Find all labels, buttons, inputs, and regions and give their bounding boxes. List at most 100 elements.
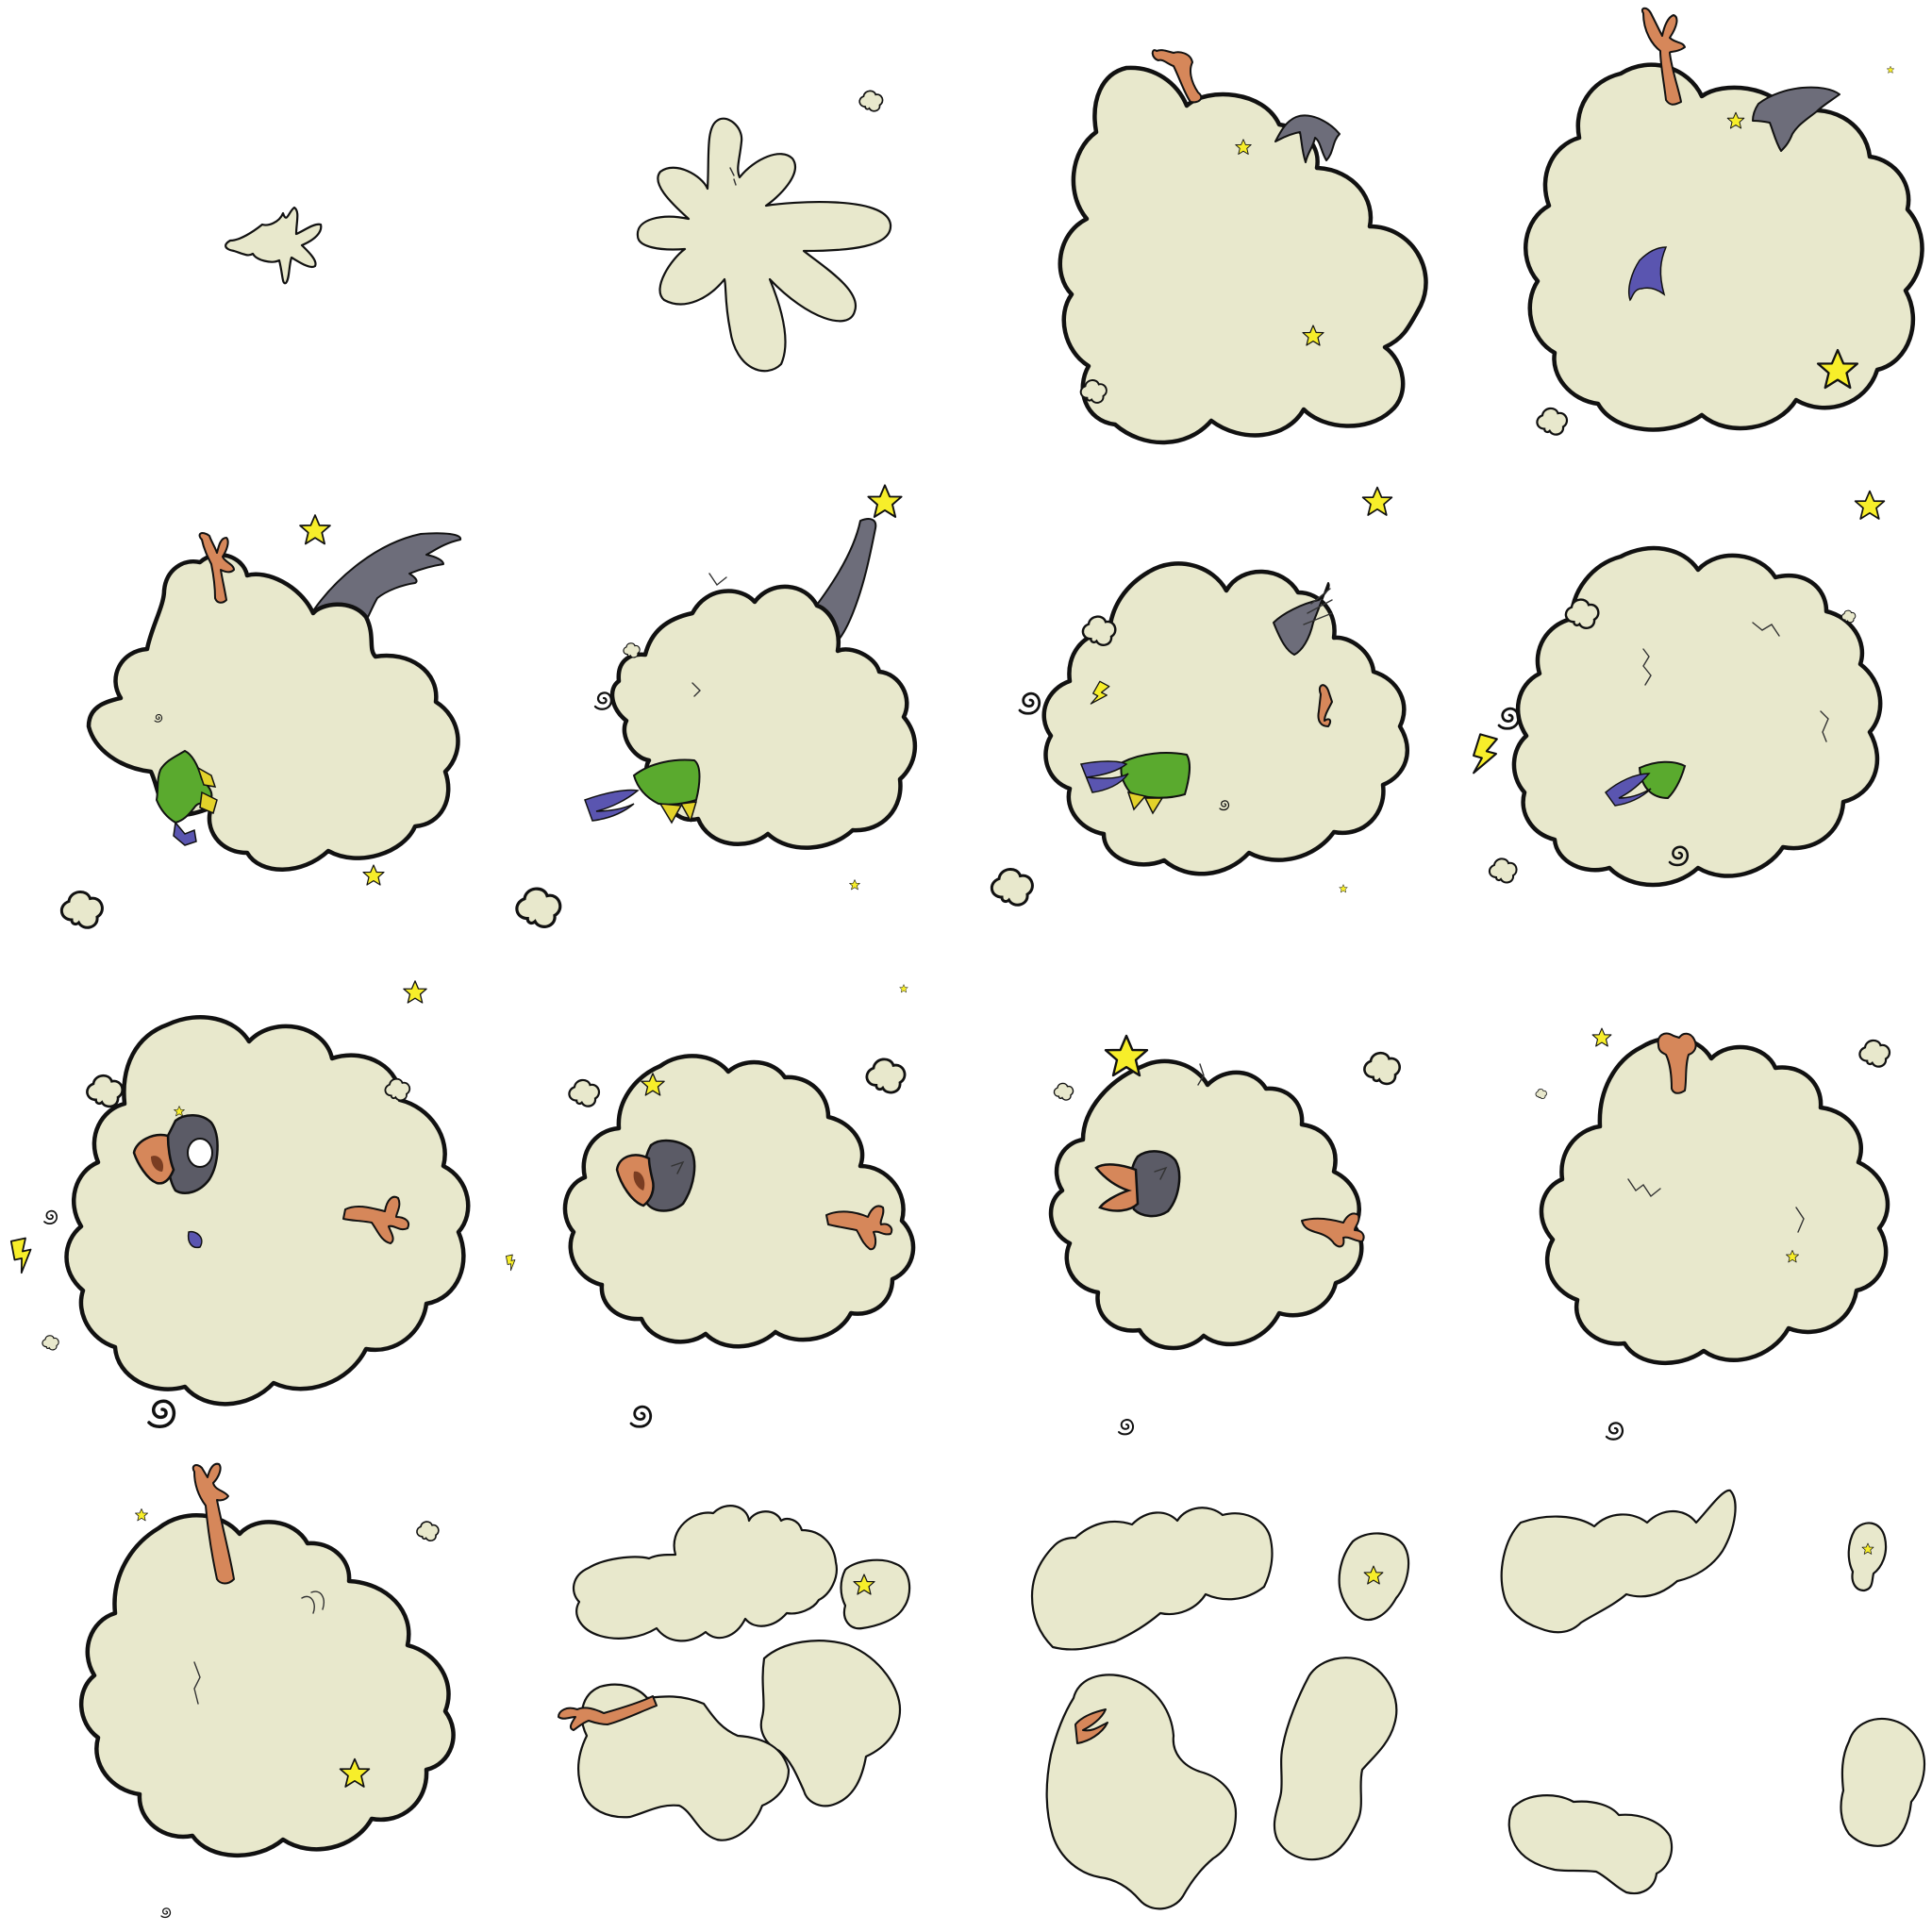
dispersing-cloud: [840, 1558, 911, 1630]
dispersing-cloud: [1273, 1657, 1398, 1861]
small-star: [849, 879, 860, 891]
bird-leg: [1641, 7, 1686, 106]
bird-leg: [558, 1695, 658, 1731]
frame-16: [1500, 1489, 1926, 1895]
parrot-wing: [1120, 752, 1191, 799]
bird-leg: [1317, 684, 1333, 727]
fight-cloud: [1539, 1036, 1890, 1366]
frame-14: [558, 1505, 911, 1841]
fight-cloud: [79, 1512, 456, 1858]
fight-cloud: [86, 552, 460, 872]
swirl: [147, 1399, 176, 1428]
crease: [1197, 1063, 1205, 1086]
crease: [1642, 622, 1829, 742]
crease: [729, 167, 737, 186]
frame-12: [1535, 1027, 1891, 1441]
star: [867, 484, 903, 518]
crease: [193, 1591, 325, 1705]
star: [1361, 486, 1393, 516]
bird-leg: [825, 1205, 893, 1251]
bird-leg: [342, 1195, 409, 1244]
dispersing-cloud: [1507, 1794, 1674, 1895]
mouth: [633, 1171, 645, 1191]
squint-eye: [671, 1160, 685, 1174]
frame-6: [515, 484, 918, 928]
dust-puff: [515, 887, 562, 928]
star: [1854, 490, 1886, 520]
gray-wing: [1752, 86, 1840, 152]
fight-cloud: [562, 1054, 916, 1349]
swirl: [629, 1405, 653, 1428]
small-star: [135, 1508, 148, 1522]
bolt: [7, 1235, 39, 1274]
small-star: [1339, 884, 1348, 893]
dispersing-cloud: [572, 1505, 838, 1642]
frame-10: [504, 984, 916, 1428]
frame-5: [59, 514, 461, 929]
dust-puff: [1536, 407, 1569, 436]
dust-puff: [568, 1078, 601, 1108]
parrot-wing: [632, 758, 701, 806]
swirl: [160, 1907, 172, 1919]
parrot-feather-blue: [584, 789, 640, 822]
blue-feather: [1628, 246, 1668, 302]
dust-puff: [1363, 1051, 1401, 1086]
fight-cloud: [609, 584, 918, 850]
frame-8: [1470, 490, 1886, 888]
mouth: [151, 1156, 164, 1172]
crease: [1627, 1178, 1805, 1233]
swirl: [1497, 707, 1521, 730]
beak-open: [1094, 1163, 1140, 1212]
dust-puff: [1858, 1039, 1891, 1068]
small-star: [899, 984, 908, 993]
frame-3: [1058, 49, 1428, 445]
dust-puff: [59, 890, 104, 929]
swirl: [1605, 1422, 1624, 1441]
dispersing-cloud: [1030, 1507, 1274, 1651]
dispersing-cloud: [1045, 1674, 1238, 1910]
fight-cloud: [1041, 561, 1409, 876]
parrot-feather-yellow: [196, 766, 218, 815]
dispersing-cloud: [759, 1640, 902, 1807]
frame-2: [636, 90, 892, 373]
dust-puff: [623, 642, 641, 658]
parrot-feather-blue: [1079, 760, 1129, 793]
parrot-feather-blue: [1604, 773, 1652, 807]
gray-wing: [1274, 114, 1341, 163]
dust-puff: [1053, 1082, 1074, 1101]
frame-7: [990, 486, 1409, 907]
dust-puff: [865, 1058, 907, 1094]
parrot-feather-yellow: [658, 801, 698, 824]
eye: [187, 1138, 213, 1168]
dust-puff: [858, 90, 884, 112]
frame-11: [1048, 1034, 1401, 1436]
bird-leg: [198, 532, 235, 604]
fight-cloud: [1524, 62, 1924, 432]
fight-cloud: [1048, 1058, 1364, 1351]
swirl: [593, 691, 613, 710]
dust-puff: [416, 1521, 440, 1541]
dust-puff: [1488, 858, 1518, 884]
dust-puff: [42, 1335, 59, 1351]
frame-9: [7, 980, 471, 1428]
star: [403, 980, 427, 1004]
bird-leg: [1151, 49, 1203, 104]
dispersing-cloud: [1847, 1522, 1888, 1592]
bird-foot: [1074, 1708, 1108, 1744]
bird-leg: [1657, 1032, 1697, 1094]
swirl: [1117, 1419, 1135, 1436]
small-splat-cloud: [225, 206, 323, 285]
gray-wing-feathers: [1303, 588, 1333, 625]
swirl: [43, 1209, 58, 1224]
frame-15: [1030, 1507, 1410, 1910]
fight-cloud: [1058, 65, 1428, 445]
bolt: [1470, 732, 1500, 777]
parrot-feather-blue: [173, 821, 197, 846]
star: [299, 514, 331, 545]
parrot-feather-yellow: [1126, 791, 1164, 815]
swirl: [1018, 691, 1041, 715]
dispersing-cloud: [576, 1683, 791, 1841]
dispersing-cloud: [1500, 1489, 1737, 1634]
star: [362, 864, 385, 886]
